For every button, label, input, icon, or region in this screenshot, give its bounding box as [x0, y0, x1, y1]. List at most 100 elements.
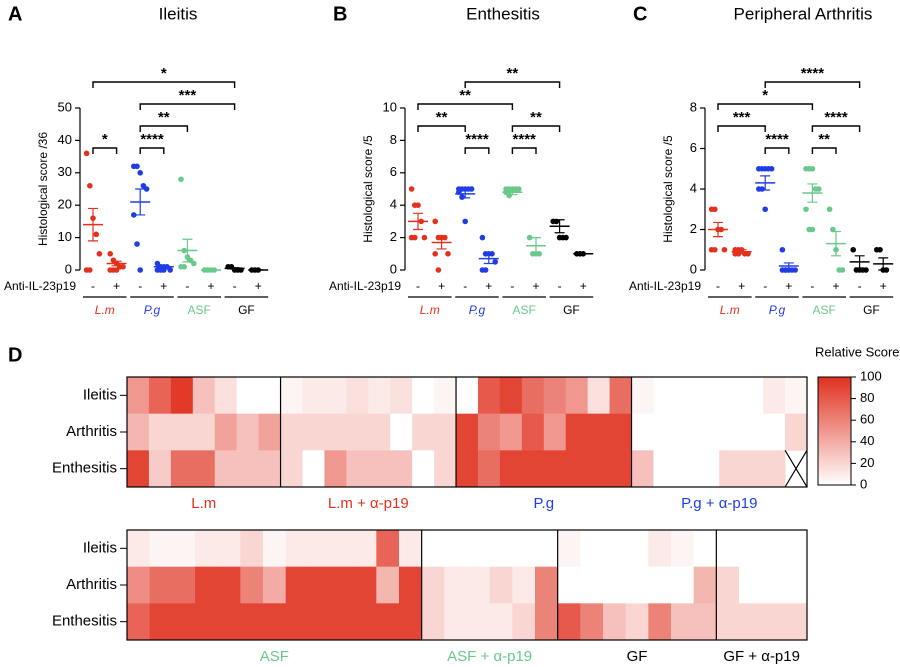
heat-cell: [236, 450, 260, 488]
heat-cell: [353, 530, 377, 568]
heat-cell: [170, 377, 194, 415]
heat-cell: [214, 413, 238, 451]
heat-cell: [331, 530, 355, 568]
heat-cell: [477, 413, 501, 451]
heat-cell: [535, 603, 559, 641]
heat-cell: [512, 603, 536, 641]
strain-label: ASF: [513, 303, 536, 317]
sem-bar: [878, 257, 889, 271]
data-point: [809, 165, 816, 172]
heat-cell: [557, 566, 581, 604]
heat-cell: [170, 450, 194, 488]
heat-cell: [148, 377, 172, 415]
heat-cell: [489, 566, 513, 604]
sign-label: -: [858, 279, 862, 293]
sign-label: +: [255, 279, 262, 293]
data-point: [479, 234, 486, 241]
heat-cell: [285, 603, 309, 641]
heat-cell: [631, 377, 654, 415]
heat-cell: [784, 566, 808, 604]
heat-cell: [716, 603, 740, 641]
y-tick-label: 30: [58, 164, 72, 179]
heat-cell: [376, 530, 400, 568]
significance-bracket: [139, 103, 236, 110]
heat-cell: [390, 450, 413, 488]
data-point: [143, 186, 150, 192]
sign-label: +: [580, 279, 587, 293]
data-point: [516, 186, 522, 192]
significance-bracket: [511, 125, 561, 132]
sem-bar: [554, 219, 565, 234]
heat-cell: [263, 530, 287, 568]
heat-cell: [499, 450, 523, 488]
heat-cell: [217, 566, 241, 604]
data-point: [167, 267, 173, 273]
significance-bracket: [717, 125, 766, 132]
heat-cell: [444, 530, 468, 568]
strain-label: GF: [863, 303, 880, 317]
heat-cell: [346, 450, 369, 488]
heat-cell: [127, 377, 150, 415]
sign-label: -: [91, 279, 95, 293]
panel-title: Ileitis: [159, 4, 198, 23]
data-point: [830, 226, 836, 233]
significance-label: **: [818, 131, 830, 148]
group-label: P.g + α-p19: [681, 495, 757, 512]
heat-cell: [258, 413, 281, 451]
data-point: [83, 150, 90, 157]
sem-bar: [88, 207, 98, 242]
heat-cell: [693, 530, 717, 568]
row-label: Ileitis: [83, 539, 117, 556]
heat-cell: [127, 413, 150, 451]
heat-cell: [331, 603, 355, 641]
sign-label: -: [463, 279, 467, 293]
sem-bar: [831, 230, 841, 257]
heat-cell: [653, 450, 676, 488]
heat-cell: [324, 377, 347, 415]
heat-cell: [739, 566, 763, 604]
heat-cell: [512, 566, 536, 604]
significance-bracket: [764, 81, 861, 88]
heat-cell: [240, 530, 264, 568]
sign-label: +: [485, 279, 492, 293]
significance-label: ****: [140, 131, 164, 148]
heatmap-border: [126, 529, 808, 641]
heat-cell: [609, 450, 632, 488]
heat-cell: [675, 450, 698, 488]
heat-cell: [763, 450, 786, 488]
heat-cell: [603, 530, 627, 568]
y-tick-label: 2: [690, 221, 697, 236]
heat-cell: [580, 530, 604, 568]
heat-cell: [308, 530, 332, 568]
sign-label: -: [558, 279, 562, 293]
data-point: [782, 267, 789, 273]
heat-cell: [390, 413, 413, 451]
treatment-label: Anti-IL-23p19: [629, 279, 701, 293]
significance-bracket: [92, 147, 118, 154]
heat-cell: [195, 566, 219, 604]
sem-bar: [460, 189, 471, 199]
heat-cell: [535, 566, 559, 604]
heat-cell: [399, 566, 423, 604]
heat-cell: [353, 566, 377, 604]
heat-cell: [412, 413, 435, 451]
colorbar-tick-label: 0: [860, 476, 867, 491]
heat-cell: [603, 566, 627, 604]
heat-cell: [456, 450, 479, 488]
heat-cell: [240, 566, 264, 604]
heat-cell: [399, 530, 423, 568]
y-tick-label: 20: [58, 197, 72, 212]
strain-label: P.g: [769, 303, 786, 317]
heat-cell: [172, 566, 196, 604]
heat-cell: [331, 566, 355, 604]
heat-cell: [625, 603, 649, 641]
data-point: [712, 246, 718, 253]
strain-label: ASF: [813, 303, 836, 317]
heat-cell: [434, 377, 457, 415]
sign-label: +: [832, 279, 839, 293]
heat-cell: [648, 566, 672, 604]
sign-label: -: [810, 279, 814, 293]
heat-cell: [258, 450, 281, 488]
heat-cell: [625, 566, 649, 604]
heat-cell: [557, 530, 581, 568]
